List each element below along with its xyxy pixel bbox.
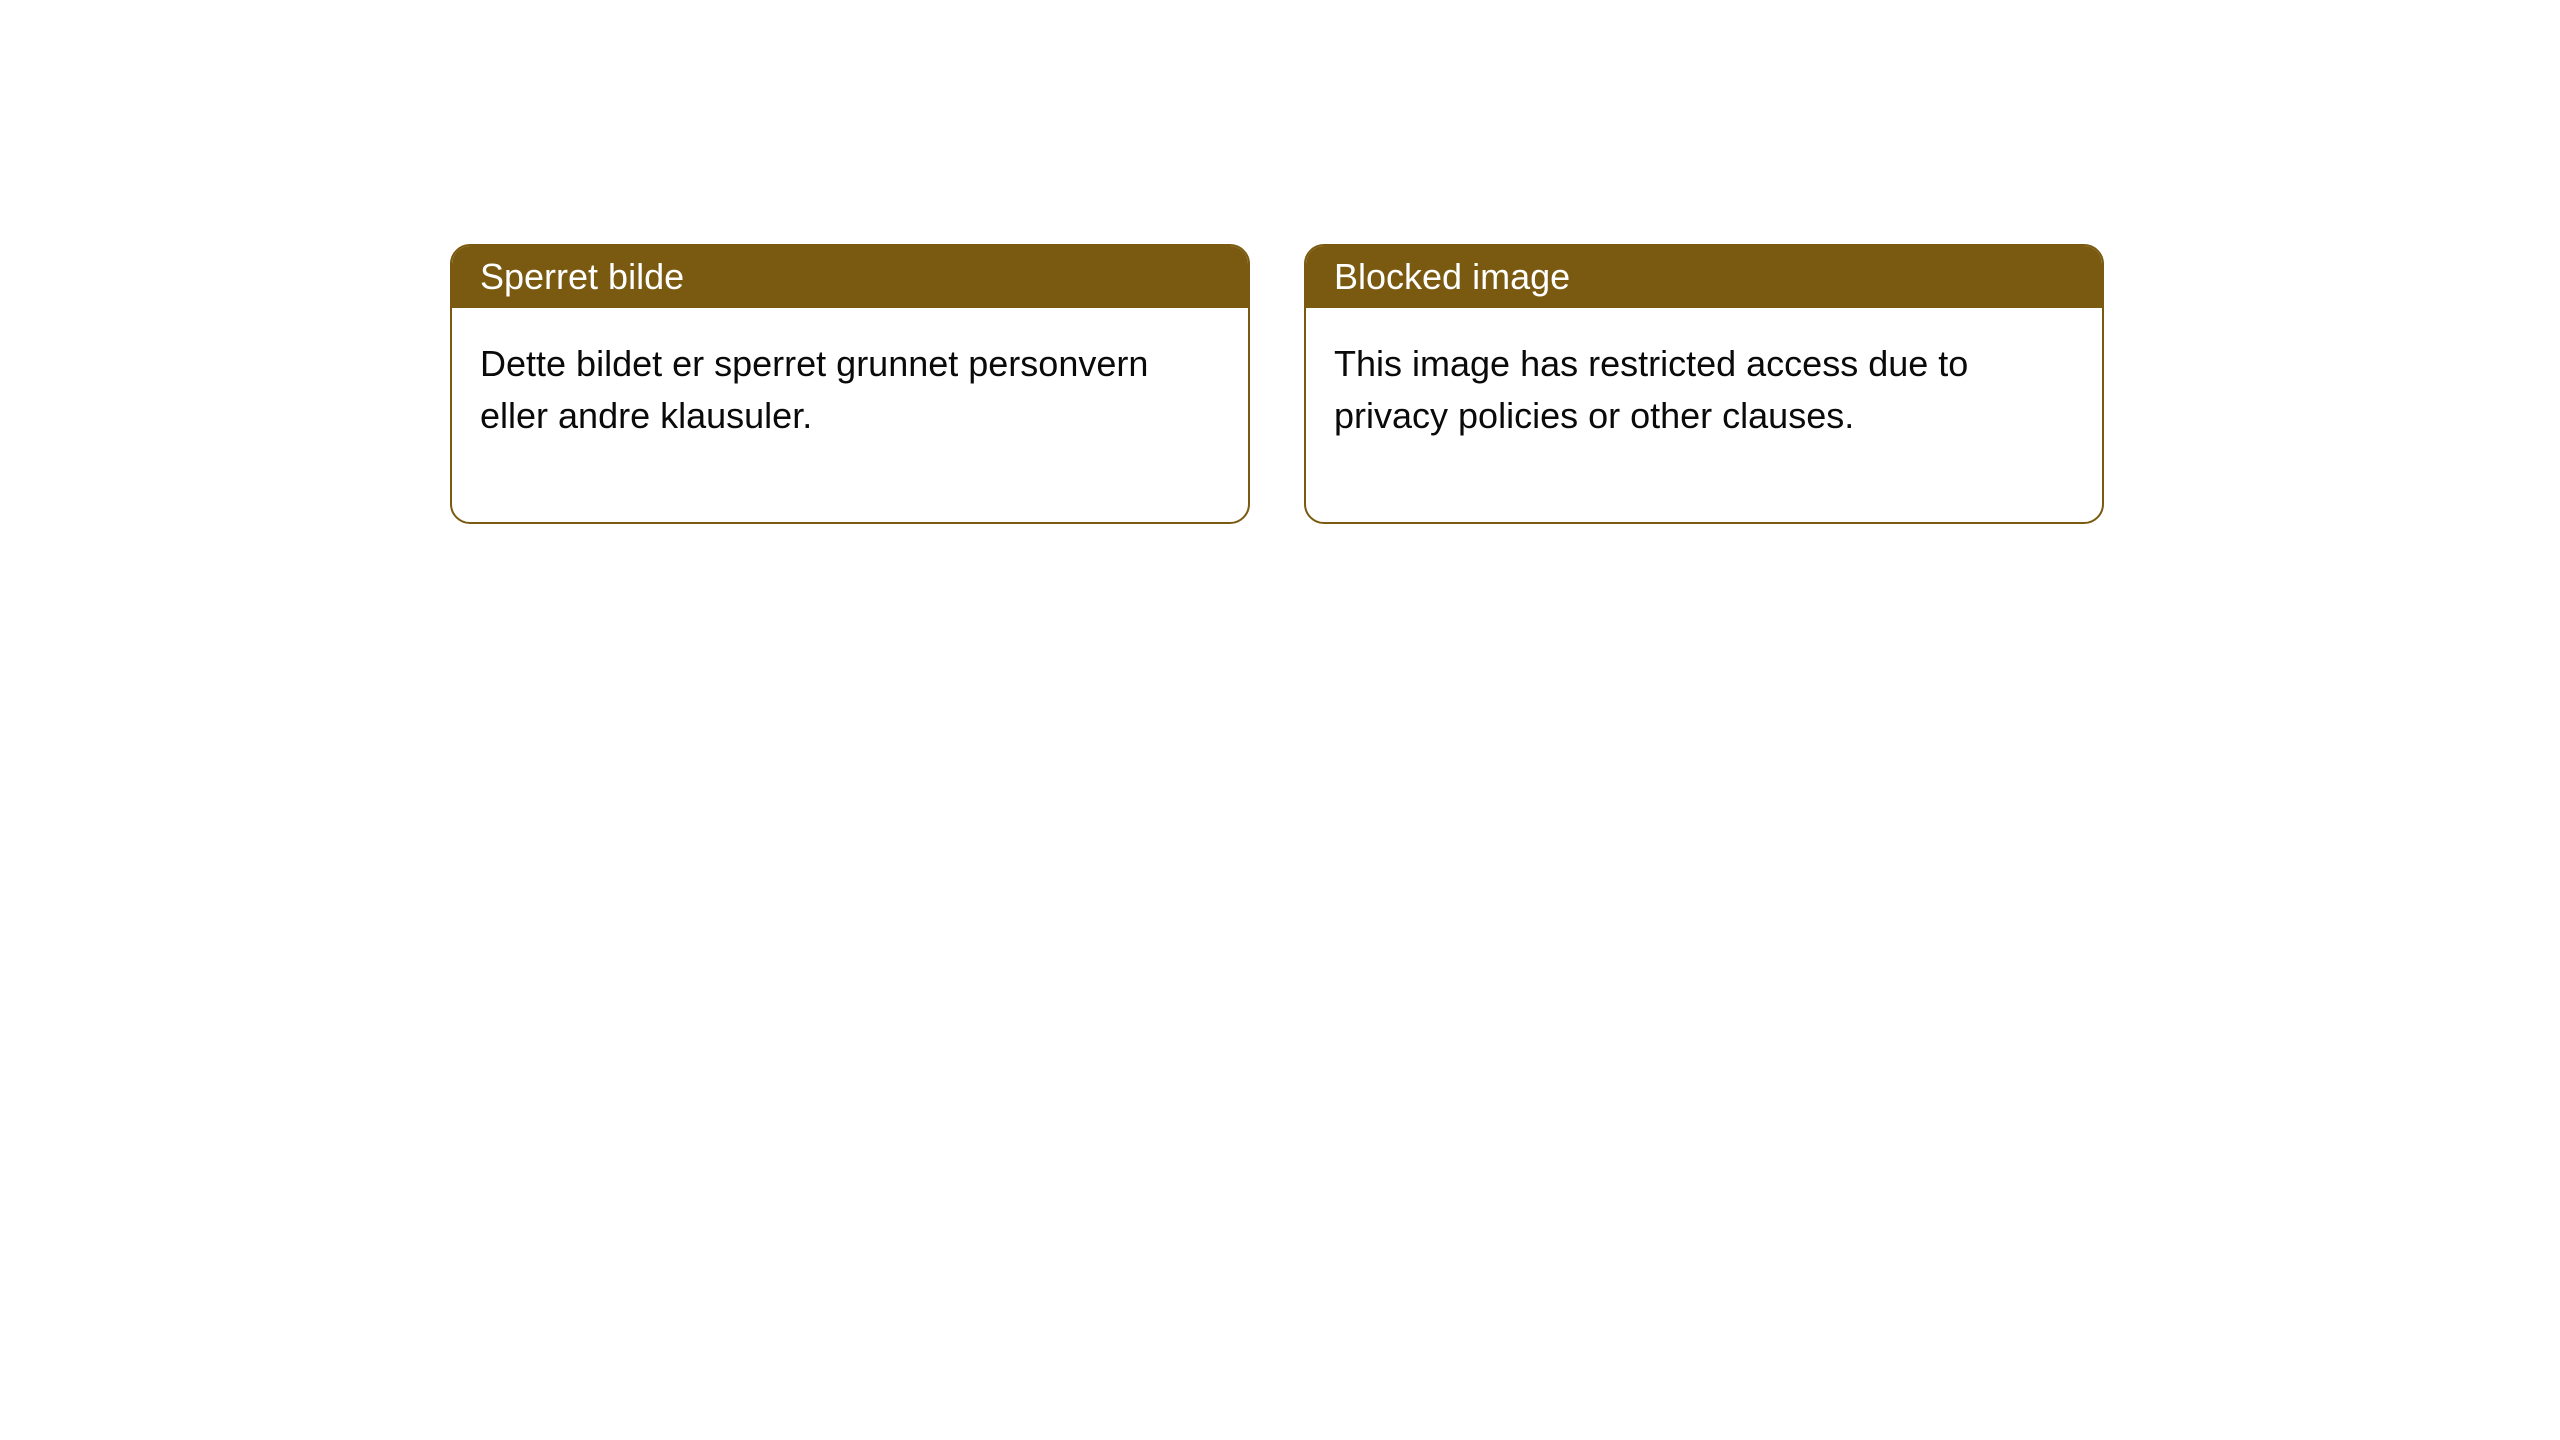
notice-card-norwegian: Sperret bilde Dette bildet er sperret gr… xyxy=(450,244,1250,524)
card-body-text: Dette bildet er sperret grunnet personve… xyxy=(452,308,1248,522)
notice-container: Sperret bilde Dette bildet er sperret gr… xyxy=(0,0,2560,524)
card-title: Sperret bilde xyxy=(452,246,1248,308)
card-title: Blocked image xyxy=(1306,246,2102,308)
notice-card-english: Blocked image This image has restricted … xyxy=(1304,244,2104,524)
card-body-text: This image has restricted access due to … xyxy=(1306,308,2102,522)
